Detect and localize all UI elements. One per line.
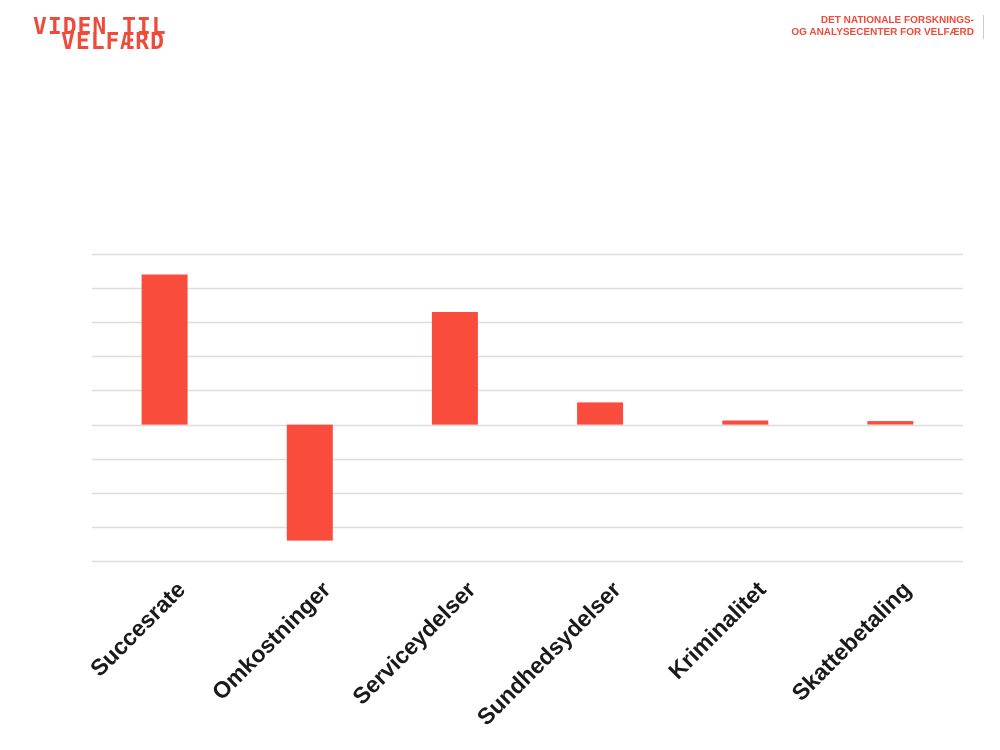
x-tick-label: Kriminalitet [663,576,771,684]
x-tick-label: Serviceydelser [347,576,480,709]
bar-sundhedsydelser [577,402,624,425]
org-line-2: OG ANALYSECENTER FOR VELFÆRD [791,27,974,38]
gridlines [92,253,963,563]
logo-line-1: VIDEN TIL [33,14,167,40]
x-tick-label: Sundhedsydelser [472,576,626,730]
bar-succesrate [141,274,188,425]
bars [141,274,914,541]
bar-omkostninger [286,424,333,541]
bar-serviceydelser [431,312,478,425]
bar-skattebetaling [867,421,914,425]
x-tick-label: Skattebetaling [786,576,916,706]
logo-line-2: VELFÆRD [61,29,165,55]
x-tick-label: Succesrate [85,576,190,681]
bar-kriminalitet [722,420,769,425]
organization-name: DET NATIONALE FORSKNINGS- OG ANALYSECENT… [791,15,984,39]
x-tick-labels: Succesrate Omkostninger ServiceydelserSund… [85,576,916,730]
x-tick-label: Omkostninger [207,576,336,705]
org-line-1: DET NATIONALE FORSKNINGS- [820,15,974,26]
logo: VIDEN TIL VELFÆRD [33,14,193,58]
